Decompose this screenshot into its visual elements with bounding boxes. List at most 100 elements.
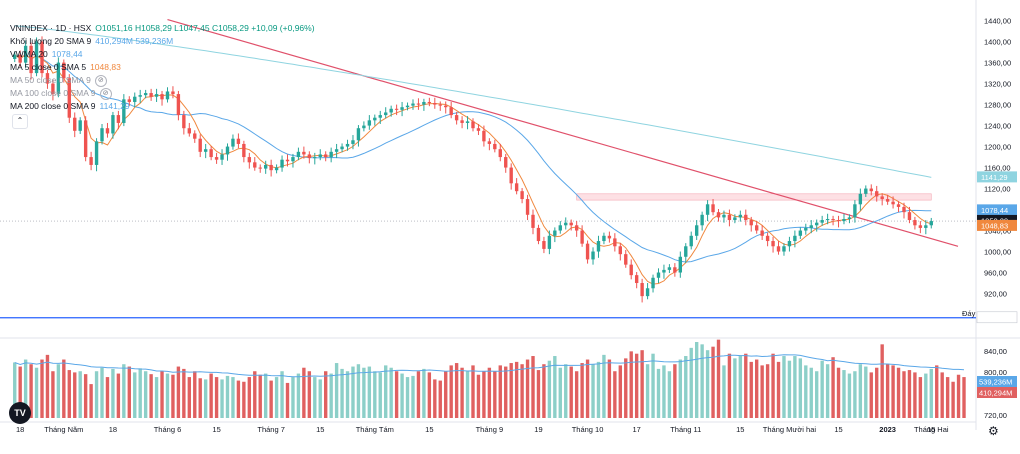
volume-bar: [580, 363, 584, 418]
volume-bar: [733, 358, 737, 418]
hidden-eye-icon[interactable]: ⊘: [94, 74, 107, 87]
candle: [651, 277, 655, 289]
candle: [220, 154, 224, 160]
candle: [149, 93, 153, 97]
candle: [160, 94, 164, 100]
candle: [116, 115, 121, 123]
volume-bar: [334, 363, 339, 418]
candle: [733, 217, 737, 221]
candle: [885, 199, 890, 202]
volume-bar: [296, 373, 301, 418]
volume-tag-label: 410,294M: [979, 389, 1012, 398]
volume-bar: [182, 368, 186, 418]
volume-bar: [209, 373, 213, 418]
candle: [378, 115, 382, 118]
candle: [45, 73, 50, 84]
volume-bar: [689, 347, 693, 418]
candle: [591, 251, 595, 260]
volume-bar: [231, 377, 235, 418]
price-tag: [977, 219, 1017, 231]
candle: [525, 199, 530, 215]
volume-bar: [596, 361, 601, 418]
candle: [765, 235, 770, 242]
candle: [193, 133, 197, 139]
y-tick-label: 1320,00: [984, 80, 1011, 89]
volume-bar: [645, 364, 650, 418]
volume-bar: [694, 342, 699, 418]
candle: [847, 217, 852, 219]
volume-bar: [558, 367, 562, 418]
candle: [705, 204, 710, 215]
x-tick-label: Tháng Hai: [914, 425, 949, 434]
volume-bar: [133, 372, 137, 418]
candle: [280, 159, 284, 168]
volume-tick-label: 720,00: [984, 411, 1007, 420]
candle: [574, 225, 579, 231]
legend-volume-row[interactable]: Khối lượng 20 SMA 9 410,294M 539,236M: [10, 35, 315, 48]
volume-bar: [945, 377, 950, 418]
hidden-eye-icon[interactable]: ⊘: [99, 87, 112, 100]
volume-bar: [100, 367, 104, 418]
legend-vwma-row[interactable]: VWMA 20 1078,44: [10, 48, 315, 61]
volume-bar: [487, 367, 492, 418]
candle: [465, 121, 470, 123]
candle: [896, 204, 901, 207]
legend-ma50-row[interactable]: MA 50 close 0 SMA 9 ⊘: [10, 74, 315, 87]
candle: [133, 96, 137, 102]
volume-tag: [977, 376, 1017, 387]
candle: [531, 214, 535, 228]
y-tick-label: 920,00: [984, 290, 1007, 299]
volume-bar: [514, 361, 519, 418]
candle: [498, 149, 502, 158]
legend-ma200-row[interactable]: MA 200 close 0 SMA 9 1141,29: [10, 100, 315, 113]
volume-bar: [711, 346, 715, 418]
legend-symbol[interactable]: VNINDEX · 1D · HSX: [10, 23, 92, 33]
candle: [678, 256, 683, 273]
price-tag: [976, 311, 1018, 324]
volume-bar: [394, 371, 399, 418]
candle: [918, 225, 923, 228]
tradingview-logo-icon[interactable]: TV: [9, 402, 31, 424]
volume-bar: [613, 371, 617, 418]
volume-bar: [847, 373, 852, 418]
candle: [362, 125, 366, 129]
y-tick-label: 1000,00: [984, 248, 1011, 257]
candle: [924, 225, 928, 228]
volume-bar: [18, 366, 22, 418]
volume-bar: [176, 366, 181, 418]
candle: [23, 45, 28, 63]
volume-bar: [253, 371, 257, 418]
volume-bar: [869, 372, 873, 418]
y-tick-label: 1200,00: [984, 143, 1011, 152]
legend-ma5-row[interactable]: MA 5 close 0 SMA 5 1048,83: [10, 61, 315, 74]
candle: [825, 218, 830, 221]
price-tag-label: 873,78: [981, 313, 1004, 322]
legend-ma100-row[interactable]: MA 100 close 0 SMA 9 ⊘: [10, 87, 315, 100]
candle: [580, 230, 584, 244]
candle: [547, 235, 552, 249]
candle: [787, 241, 792, 247]
x-tick-label: 15: [927, 425, 935, 434]
x-tick-label: 15: [736, 425, 744, 434]
volume-bar: [105, 377, 110, 418]
volume-bar: [427, 372, 432, 418]
candle: [793, 235, 797, 242]
volume-bar: [324, 371, 328, 418]
candle: [258, 167, 262, 169]
candle: [384, 112, 388, 116]
volume-bar: [94, 371, 99, 418]
legend-ohlc: O1051,16 H1058,29 L1047,45 C1058,29 +10,…: [95, 23, 315, 33]
candle: [684, 246, 688, 257]
volume-bar: [804, 365, 808, 418]
volume-bar: [400, 373, 404, 418]
candle: [749, 220, 753, 226]
volume-bar: [51, 371, 55, 418]
collapse-legend-button[interactable]: ⌃: [12, 114, 28, 129]
gear-icon[interactable]: ⚙: [988, 424, 999, 438]
volume-bar: [662, 365, 666, 418]
candle: [460, 120, 464, 123]
volume-bar: [154, 377, 159, 418]
volume-bar: [853, 371, 857, 418]
candle: [427, 101, 432, 104]
